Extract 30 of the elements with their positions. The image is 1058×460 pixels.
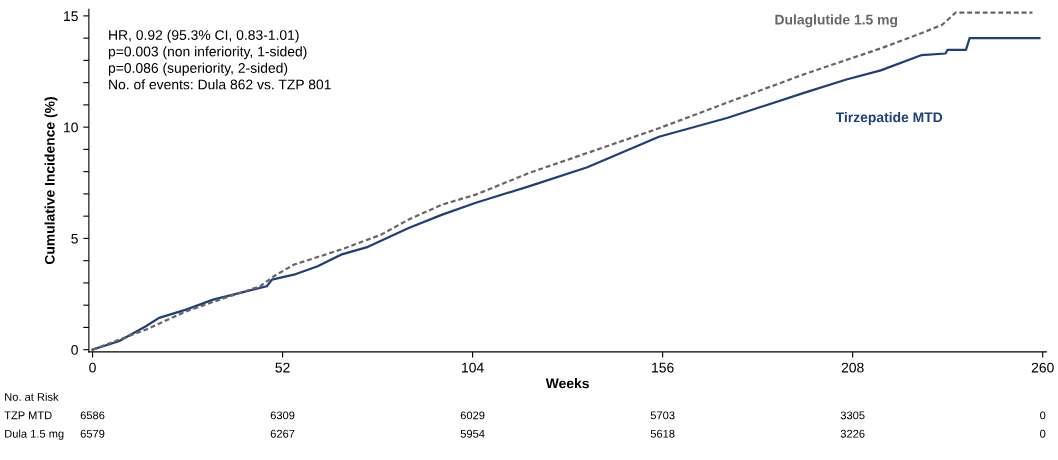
annotation: HR, 0.92 (95.3% CI, 0.83-1.01) p=0.003 (non inferiority, 1-sided) p=0.086 (superiority, 2-sided) No. of events: Dula 862 vs. TZP 801 — [108, 29, 331, 90]
text: Dula 1.5 mg — [5, 429, 64, 440]
text: 6586 — [80, 411, 105, 420]
x-tick-label: 52 — [275, 362, 290, 373]
x-tick-label: 156 — [652, 362, 674, 373]
text: 3305 — [840, 411, 865, 420]
y-tick-label: 10 — [64, 122, 78, 133]
series-label: Dulaglutide 1.5 mg — [775, 14, 898, 28]
x-axis-title: Weeks — [545, 378, 589, 389]
y-tick-label: 15 — [64, 11, 78, 22]
text: 6309 — [270, 411, 295, 420]
text: 5954 — [460, 429, 485, 438]
text: 0 — [1040, 411, 1046, 420]
text: 6029 — [460, 411, 485, 420]
x-tick-label: 104 — [462, 362, 484, 373]
y-axis-title: Cumulative Incidence (%) — [44, 97, 58, 265]
text: 6267 — [270, 429, 295, 438]
text: No. at Risk — [5, 392, 59, 401]
text: Tirzepatide MTD — [835, 112, 943, 125]
text: 6579 — [80, 429, 105, 438]
text: TZP MTD — [4, 411, 52, 420]
y-tick-label: 5 — [71, 233, 78, 244]
x-tick-label: 0 — [89, 362, 96, 373]
text: 0 — [1040, 429, 1046, 438]
text: 3226 — [840, 429, 865, 438]
y-tick-label: 0 — [71, 345, 78, 355]
text: 5703 — [650, 411, 675, 420]
x-tick-label: 260 — [1031, 362, 1054, 373]
text: 5618 — [650, 429, 675, 438]
x-tick-label: 208 — [841, 362, 864, 373]
